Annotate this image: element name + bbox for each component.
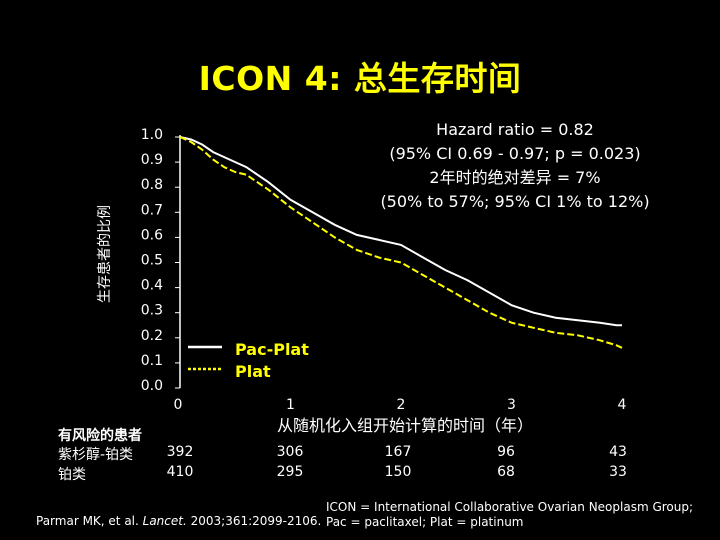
- y-tick-label: 0.1: [141, 353, 163, 369]
- slide-title: ICON 4: 总生存时间: [198, 59, 522, 98]
- citation-journal: Lancet.: [142, 514, 187, 528]
- risk-value: 43: [609, 444, 627, 460]
- y-tick-label: 0.4: [141, 278, 163, 294]
- series-line-plat: [179, 136, 623, 349]
- hazard-ratio-line1: Hazard ratio = 0.82: [436, 120, 594, 139]
- risk-value: 295: [276, 464, 304, 480]
- risk-value: 150: [384, 464, 412, 480]
- risk-table-title: 有风险的患者: [58, 428, 142, 444]
- risk-value: 167: [384, 444, 412, 460]
- y-axis-title: 生存患者的比例: [97, 205, 113, 303]
- risk-value: 68: [497, 464, 515, 480]
- citation-details: 2003;361:2099-2106.: [186, 514, 322, 528]
- y-tick-label: 0.7: [141, 202, 163, 218]
- legend-label-pac-plat: Pac-Plat: [235, 340, 309, 359]
- x-tick-label: 3: [507, 397, 516, 413]
- risk-value: 96: [497, 444, 515, 460]
- footnote-line2: Pac = paclitaxel; Plat = platinum: [326, 515, 524, 529]
- x-tick-label: 1: [286, 397, 295, 413]
- abbreviation-footnote: ICON = International Collaborative Ovari…: [326, 500, 693, 530]
- series-line-pac-plat: [179, 136, 622, 327]
- y-tick-label: 0.8: [141, 177, 163, 193]
- citation-authors: Parmar MK, et al.: [36, 514, 143, 528]
- y-tick-label: 0.0: [141, 378, 163, 394]
- x-tick-label: 0: [174, 397, 183, 413]
- legend-label-plat: Plat: [235, 362, 271, 381]
- hazard-ratio-line2: (95% CI 0.69 - 0.97; p = 0.023): [389, 144, 641, 163]
- citation: Parmar MK, et al. Lancet. 2003;361:2099-…: [36, 514, 321, 528]
- risk-value: 410: [166, 464, 194, 480]
- absolute-difference-ci-line: (50% to 57%; 95% CI 1% to 12%): [380, 192, 650, 211]
- y-tick-label: 0.3: [141, 303, 163, 319]
- x-tick-label: 4: [618, 397, 627, 413]
- risk-value: 306: [276, 444, 304, 460]
- absolute-difference-line: 2年时的绝对差异 = 7%: [429, 168, 601, 187]
- hazard-ratio-box: Hazard ratio = 0.82 (95% CI 0.69 - 0.97;…: [340, 118, 690, 214]
- y-tick-label: 0.5: [141, 253, 163, 269]
- x-axis-title: 从随机化入组开始计算的时间（年）: [276, 416, 533, 435]
- x-tick-label: 2: [397, 397, 406, 413]
- risk-value: 33: [609, 464, 627, 480]
- risk-value: 392: [166, 444, 194, 460]
- risk-row-label-pac-plat: 紫杉醇-铂类: [58, 447, 134, 463]
- risk-row-label-plat: 铂类: [58, 467, 86, 483]
- y-tick-label: 0.9: [141, 152, 163, 168]
- y-tick-label: 0.6: [141, 227, 163, 243]
- footnote-line1: ICON = International Collaborative Ovari…: [326, 500, 694, 514]
- y-tick-label: 0.2: [141, 328, 163, 344]
- y-tick-label: 1.0: [141, 127, 163, 143]
